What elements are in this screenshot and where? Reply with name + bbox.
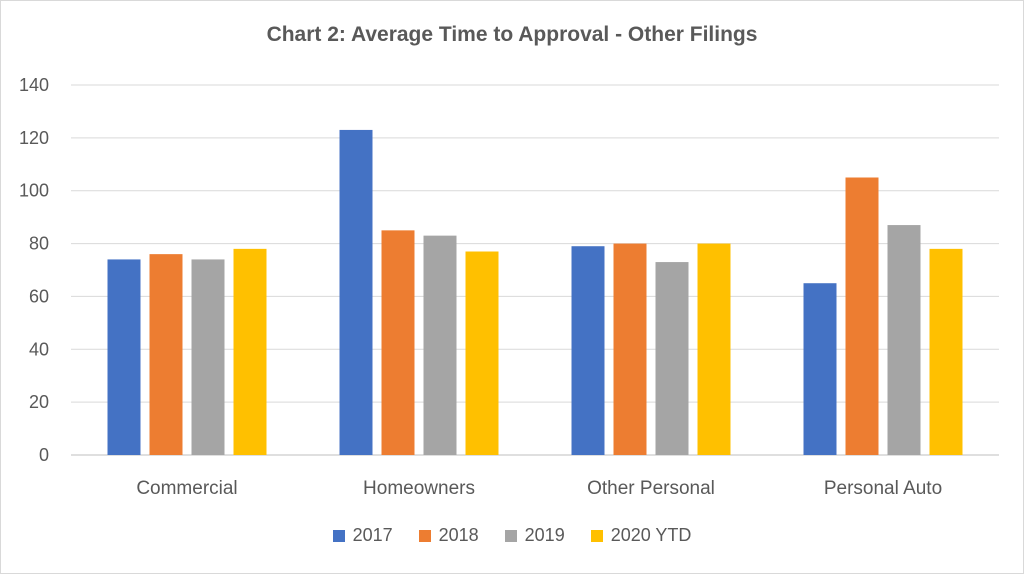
bar-2018-homeowners (381, 230, 415, 455)
x-category-label: Other Personal (587, 478, 715, 499)
y-tick-label: 20 (29, 392, 49, 412)
bar-chart: 0 20 40 60 80 100 120 140 Commercial Homeowners Ot… (19, 75, 999, 499)
bar-2018-commercial (149, 254, 183, 455)
y-tick-label: 100 (19, 181, 49, 201)
bar-2019-personal-auto (887, 225, 921, 455)
bar-2020-ytd-other-personal (697, 243, 731, 455)
x-category-label: Personal Auto (824, 478, 942, 499)
y-tick-label: 140 (19, 75, 49, 95)
bar-2017-commercial (107, 259, 141, 455)
bar-2018-personal-auto (845, 177, 879, 455)
x-category-label: Homeowners (363, 478, 475, 499)
y-tick-label: 120 (19, 128, 49, 148)
bar-2019-homeowners (423, 235, 457, 455)
bar-2017-personal-auto (803, 283, 837, 455)
axis-labels: 0 20 40 60 80 100 120 140 Commercial Homeowners Ot… (19, 75, 942, 499)
legend-label: 2018 (438, 525, 479, 545)
legend-label: 2020 YTD (610, 525, 692, 545)
bar-2018-other-personal (613, 243, 647, 455)
legend-label: 2017 (352, 525, 393, 545)
legend-swatch (418, 529, 431, 542)
legend-swatch (332, 529, 345, 542)
bar-2017-homeowners (339, 129, 373, 455)
bars (107, 129, 963, 455)
legend: 2017 2018 2019 2020 YTD (1, 525, 1023, 546)
bar-2020-ytd-personal-auto (929, 248, 963, 455)
y-tick-label: 80 (29, 234, 49, 254)
bar-2020-ytd-commercial (233, 248, 267, 455)
y-tick-label: 0 (39, 445, 49, 465)
x-category-label: Commercial (136, 478, 237, 499)
bar-2020-ytd-homeowners (465, 251, 499, 455)
y-tick-label: 60 (29, 286, 49, 306)
legend-item: 2020 YTD (590, 525, 692, 546)
y-tick-label: 40 (29, 339, 49, 359)
legend-label: 2019 (524, 525, 565, 545)
legend-item: 2017 (332, 525, 393, 546)
bar-2017-other-personal (571, 246, 605, 455)
bar-2019-other-personal (655, 262, 689, 455)
legend-swatch (590, 529, 603, 542)
gridlines (71, 84, 999, 456)
legend-swatch (504, 529, 517, 542)
legend-item: 2019 (504, 525, 565, 546)
bar-2019-commercial (191, 259, 225, 455)
chart-title: Chart 2: Average Time to Approval - Othe… (266, 23, 758, 46)
legend-item: 2018 (418, 525, 479, 546)
